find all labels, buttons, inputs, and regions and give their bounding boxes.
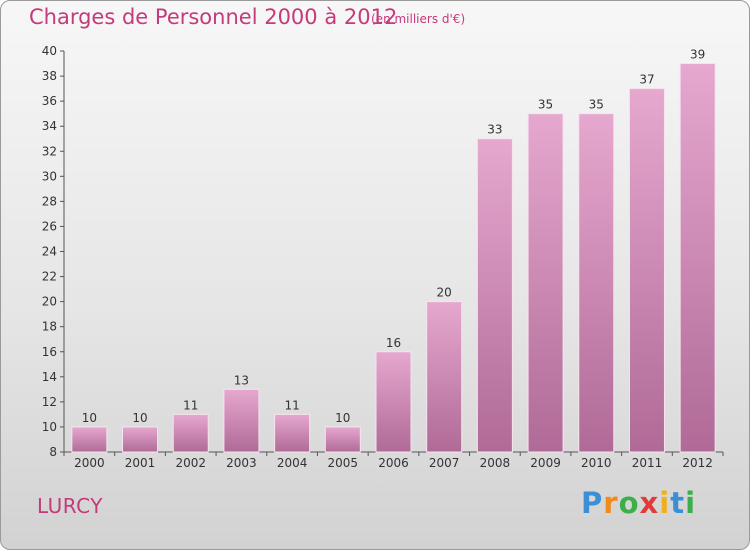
- x-tick-label: 2005: [328, 456, 359, 470]
- x-tick-label: 2004: [277, 456, 308, 470]
- x-tick-label: 2001: [125, 456, 156, 470]
- data-label: 33: [487, 123, 502, 137]
- bar: [679, 63, 716, 453]
- data-label: 13: [234, 373, 249, 387]
- y-tick-label: 26: [42, 219, 57, 233]
- logo-letter: x: [639, 486, 660, 520]
- y-tick-label: 16: [42, 345, 57, 359]
- y-tick-label: 8: [49, 445, 57, 459]
- x-tick-label: 2002: [175, 456, 206, 470]
- bar: [71, 426, 108, 453]
- logo-letter: r: [603, 486, 619, 520]
- y-tick-label: 22: [42, 270, 57, 284]
- axes: 8 10 12 14 16 18 20 22 24 26 28 30 32 34 36 38 40 2000 200…: [42, 44, 724, 470]
- data-label: 11: [183, 398, 198, 412]
- y-tick-label: 24: [42, 245, 57, 259]
- bar: [375, 351, 412, 453]
- logo-letter: o: [618, 486, 640, 520]
- y-tick-label: 28: [42, 194, 57, 208]
- data-label: 16: [386, 336, 401, 350]
- place-name: LURCY: [37, 494, 104, 518]
- y-tick-label: 14: [42, 370, 57, 384]
- data-label: 39: [690, 48, 705, 62]
- bar: [527, 113, 564, 453]
- x-tick-label: 2008: [480, 456, 511, 470]
- bar: [476, 138, 513, 453]
- bar: [172, 413, 209, 453]
- x-tick-label: 2012: [682, 456, 713, 470]
- data-label: 35: [589, 98, 604, 112]
- x-tick-label: 2000: [74, 456, 105, 470]
- bar: [628, 88, 665, 453]
- bar: [426, 301, 463, 453]
- data-label: 20: [437, 286, 452, 300]
- data-label: 10: [335, 411, 350, 425]
- logo-letter: i: [685, 486, 697, 520]
- chart-subtitle: (en milliers d'€): [371, 12, 466, 26]
- data-label: 35: [538, 98, 553, 112]
- data-label: 10: [132, 411, 147, 425]
- x-tick-label: 2006: [378, 456, 409, 470]
- logo-letter: P: [581, 486, 604, 520]
- x-tick-label: 2003: [226, 456, 257, 470]
- y-tick-label: 10: [42, 420, 57, 434]
- bar: [274, 413, 311, 453]
- y-tick-label: 38: [42, 69, 57, 83]
- bar: [122, 426, 159, 453]
- bar: [223, 388, 260, 453]
- x-tick-label: 2010: [581, 456, 612, 470]
- y-tick-label: 30: [42, 169, 57, 183]
- y-tick-label: 34: [42, 119, 57, 133]
- y-tick-label: 12: [42, 395, 57, 409]
- x-tick-label: 2009: [530, 456, 561, 470]
- y-tick-label: 18: [42, 320, 57, 334]
- proxiti-logo: Proxiti: [581, 486, 696, 520]
- y-tick-label: 40: [42, 44, 57, 58]
- logo-letter: i: [659, 486, 671, 520]
- logo-letter: t: [670, 486, 686, 520]
- y-tick-label: 32: [42, 144, 57, 158]
- x-tick-label: 2011: [632, 456, 663, 470]
- bars: [71, 63, 716, 453]
- data-label: 11: [284, 398, 299, 412]
- data-label: 10: [82, 411, 97, 425]
- bar: [578, 113, 615, 453]
- chart-title: Charges de Personnel 2000 à 2012: [29, 5, 398, 29]
- data-labels: 10 10 11 13 11 10 16 20 33 35 35 37 39: [82, 48, 706, 425]
- y-tick-label: 36: [42, 94, 57, 108]
- x-tick-label: 2007: [429, 456, 460, 470]
- bar: [324, 426, 361, 453]
- data-label: 37: [639, 73, 654, 87]
- y-tick-label: 20: [42, 295, 57, 309]
